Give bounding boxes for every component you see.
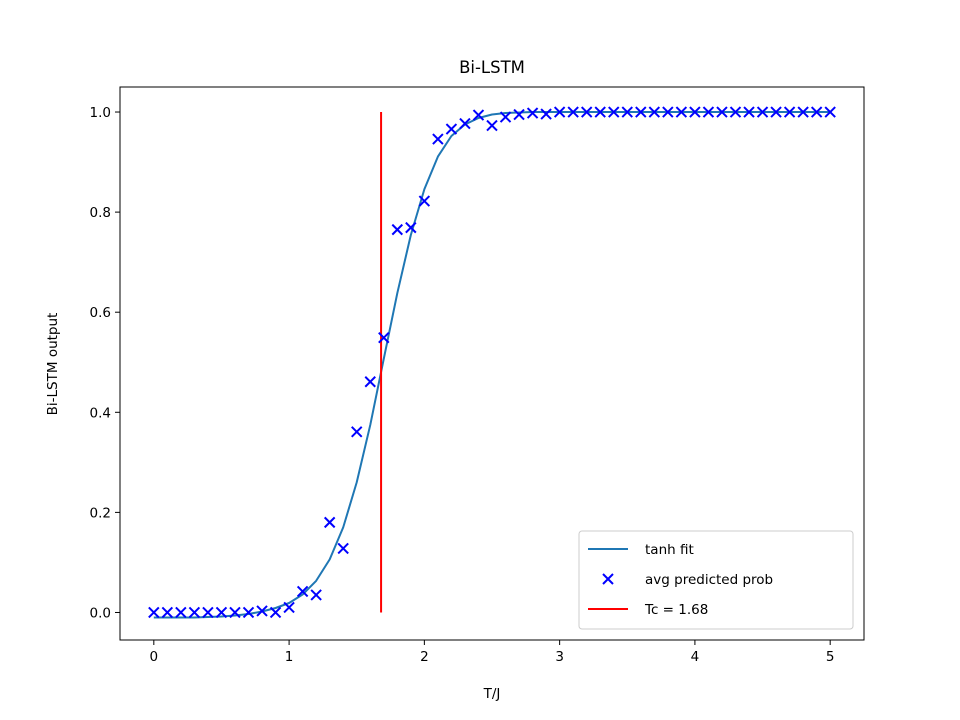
- data-point: [675, 106, 688, 118]
- data-point: [648, 106, 661, 118]
- series-line-tanh-fit: [153, 111, 831, 619]
- data-point: [364, 376, 376, 388]
- legend-label: Tc = 1.68: [644, 602, 708, 618]
- data-point: [391, 223, 404, 236]
- data-point: [729, 106, 742, 118]
- x-tick-label: 4: [691, 649, 700, 665]
- x-tick-label: 1: [285, 649, 294, 665]
- x-tick-label: 3: [555, 649, 564, 665]
- data-point: [662, 106, 674, 118]
- data-point: [351, 426, 363, 438]
- series-points-avg-predicted-prob: [148, 106, 836, 619]
- data-point: [175, 606, 187, 619]
- y-tick-label: 0.4: [90, 405, 111, 421]
- data-point: [824, 106, 836, 118]
- data-point: [405, 221, 417, 234]
- data-point: [716, 106, 728, 118]
- axis-ticks: 0 1 2 3 4 5 0.0 0.2 0.4 0.6 0.8 1.0: [90, 105, 835, 665]
- data-point: [580, 106, 593, 118]
- y-tick-label: 0.8: [90, 205, 111, 221]
- data-point: [486, 119, 498, 132]
- legend-label: avg predicted prob: [645, 572, 773, 588]
- data-point: [702, 106, 715, 118]
- data-point: [783, 106, 796, 118]
- data-point: [188, 606, 201, 619]
- plot-area: [148, 106, 836, 619]
- data-point: [513, 108, 525, 121]
- data-point: [269, 606, 282, 619]
- data-point: [553, 106, 566, 118]
- data-point: [161, 606, 174, 619]
- legend: tanh fit avg predicted prob Tc = 1.68: [578, 530, 854, 630]
- data-point: [215, 606, 228, 619]
- data-point: [608, 106, 620, 118]
- x-tick-label: 2: [420, 649, 429, 665]
- data-point: [743, 106, 755, 118]
- data-point: [296, 585, 309, 598]
- data-point: [310, 589, 322, 601]
- y-tick-label: 0.2: [90, 505, 111, 521]
- y-tick-label: 0.6: [90, 305, 111, 321]
- data-point: [770, 106, 782, 118]
- legend-label: tanh fit: [645, 542, 694, 558]
- data-point: [202, 606, 214, 619]
- data-point: [148, 606, 160, 619]
- data-point: [337, 542, 349, 555]
- data-point: [621, 106, 633, 118]
- data-point: [256, 605, 268, 617]
- data-point: [689, 106, 701, 118]
- data-point: [594, 106, 606, 118]
- data-point: [567, 106, 579, 118]
- x-tick-label: 0: [150, 649, 159, 665]
- plot-border: [119, 86, 865, 641]
- y-tick-label: 1.0: [90, 105, 111, 121]
- data-point: [499, 111, 512, 123]
- data-point: [635, 106, 647, 118]
- data-point: [526, 107, 539, 119]
- chart-title: Bi-LSTM: [459, 58, 525, 77]
- data-point: [418, 195, 431, 207]
- data-point: [283, 601, 295, 614]
- data-point: [445, 123, 458, 135]
- data-point: [229, 606, 241, 619]
- x-axis-label: T/J: [483, 686, 501, 702]
- data-point: [242, 606, 255, 619]
- legend-box: [578, 530, 854, 630]
- data-point: [378, 332, 390, 344]
- data-point: [540, 108, 552, 120]
- data-point: [323, 516, 336, 529]
- data-point: [459, 117, 471, 130]
- y-tick-label: 0.0: [90, 605, 111, 621]
- legend-handle: [602, 573, 614, 585]
- data-point: [432, 133, 444, 145]
- data-point: [756, 106, 769, 118]
- data-point: [810, 106, 823, 118]
- data-point: [472, 109, 485, 121]
- y-axis-label: Bi-LSTM output: [45, 313, 61, 416]
- x-tick-label: 5: [826, 649, 835, 665]
- data-point: [797, 106, 809, 118]
